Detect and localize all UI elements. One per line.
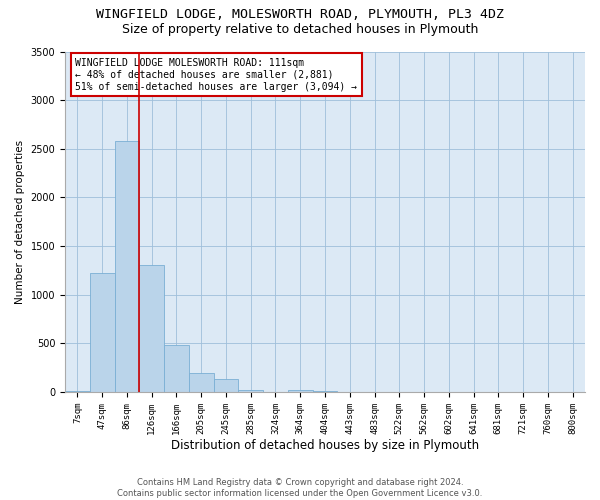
Bar <box>139 264 164 392</box>
Text: Size of property relative to detached houses in Plymouth: Size of property relative to detached ho… <box>122 22 478 36</box>
Bar <box>214 380 238 392</box>
Bar <box>90 274 115 392</box>
Y-axis label: Number of detached properties: Number of detached properties <box>15 140 25 304</box>
Text: WINGFIELD LODGE, MOLESWORTH ROAD, PLYMOUTH, PL3 4DZ: WINGFIELD LODGE, MOLESWORTH ROAD, PLYMOU… <box>96 8 504 20</box>
Bar <box>238 390 263 392</box>
Bar <box>189 372 214 392</box>
X-axis label: Distribution of detached houses by size in Plymouth: Distribution of detached houses by size … <box>171 440 479 452</box>
Text: WINGFIELD LODGE MOLESWORTH ROAD: 111sqm
← 48% of detached houses are smaller (2,: WINGFIELD LODGE MOLESWORTH ROAD: 111sqm … <box>76 58 358 92</box>
Bar <box>313 390 337 392</box>
Bar <box>115 141 139 392</box>
Bar <box>164 346 189 392</box>
Text: Contains HM Land Registry data © Crown copyright and database right 2024.
Contai: Contains HM Land Registry data © Crown c… <box>118 478 482 498</box>
Bar <box>65 390 90 392</box>
Bar <box>288 390 313 392</box>
